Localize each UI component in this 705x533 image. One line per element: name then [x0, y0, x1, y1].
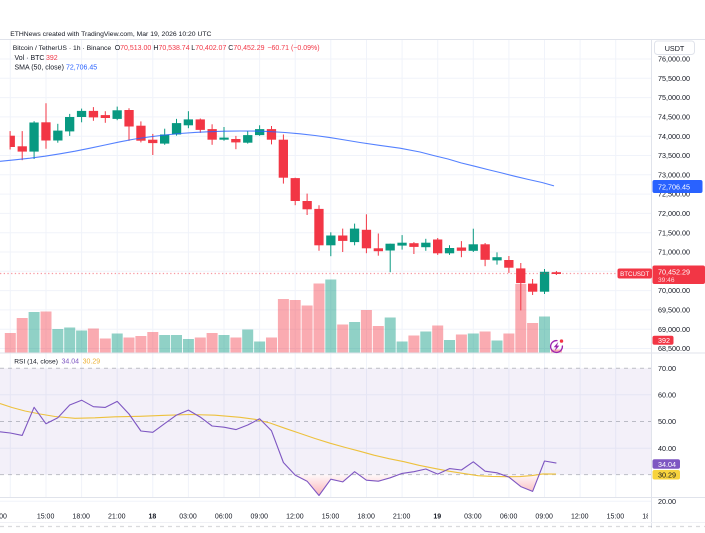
svg-text:72,706.45: 72,706.45 [658, 182, 690, 191]
svg-text:71,000.00: 71,000.00 [658, 248, 690, 257]
svg-text:06:00: 06:00 [215, 514, 233, 521]
svg-text:19: 19 [433, 514, 441, 521]
svg-text:12:00: 12:00 [286, 514, 304, 521]
svg-text:03:00: 03:00 [464, 514, 482, 521]
svg-text:−60.71 (−0.09%): −60.71 (−0.09%) [267, 45, 319, 52]
svg-text:09:00: 09:00 [535, 514, 553, 521]
svg-text:12:00: 12:00 [571, 514, 589, 521]
svg-text:06:00: 06:00 [500, 514, 518, 521]
svg-text:30.29: 30.29 [658, 471, 676, 480]
svg-text:40.00: 40.00 [658, 444, 676, 453]
svg-text:C70,452.29: C70,452.29 [228, 45, 264, 52]
svg-text:75,500.00: 75,500.00 [658, 74, 690, 83]
svg-text:15:00: 15:00 [37, 514, 55, 521]
svg-text:18:00: 18:00 [357, 514, 375, 521]
svg-text:72,706.45: 72,706.45 [66, 65, 97, 72]
svg-text:34.04: 34.04 [62, 359, 80, 366]
svg-text:15:00: 15:00 [322, 514, 340, 521]
svg-text:L70,402.07: L70,402.07 [191, 45, 226, 52]
svg-text:21:00: 21:00 [393, 514, 411, 521]
svg-text:73,500.00: 73,500.00 [658, 151, 690, 160]
svg-text:50.00: 50.00 [658, 417, 676, 426]
svg-text:74,000.00: 74,000.00 [658, 132, 690, 141]
svg-text:RSI (14, close): RSI (14, close) [14, 359, 58, 366]
svg-text:15:00: 15:00 [607, 514, 625, 521]
svg-text:60.00: 60.00 [658, 390, 676, 399]
svg-text:BTCUSDT: BTCUSDT [620, 271, 649, 278]
svg-text:69,000.00: 69,000.00 [658, 325, 690, 334]
svg-text:20.00: 20.00 [658, 497, 676, 506]
svg-text:30.29: 30.29 [83, 359, 101, 366]
svg-text:USDT: USDT [665, 44, 685, 53]
svg-text:Bitcoin / TetherUS · 1h · Bina: Bitcoin / TetherUS · 1h · Binance [13, 45, 112, 52]
svg-text:69,500.00: 69,500.00 [658, 306, 690, 315]
svg-text:70,000.00: 70,000.00 [658, 286, 690, 295]
svg-text:39:46: 39:46 [658, 277, 675, 284]
svg-text:70,452.29: 70,452.29 [658, 267, 690, 276]
svg-text:H70,538.74: H70,538.74 [153, 45, 189, 52]
svg-text:68,500.00: 68,500.00 [658, 344, 690, 353]
svg-text:72,000.00: 72,000.00 [658, 209, 690, 218]
svg-text:00: 00 [0, 514, 7, 521]
svg-text:74,500.00: 74,500.00 [658, 113, 690, 122]
svg-text:21:00: 21:00 [108, 514, 126, 521]
svg-text:71,500.00: 71,500.00 [658, 228, 690, 237]
svg-text:18:00: 18:00 [72, 514, 90, 521]
svg-text:09:00: 09:00 [251, 514, 269, 521]
svg-text:Vol · BTC: Vol · BTC [15, 55, 45, 62]
svg-text:392: 392 [46, 55, 58, 62]
svg-text:73,000.00: 73,000.00 [658, 170, 690, 179]
svg-text:392: 392 [658, 336, 670, 345]
svg-text:34.04: 34.04 [658, 460, 676, 469]
svg-text:76,000.00: 76,000.00 [658, 55, 690, 64]
svg-text:ETHNews created with TradingVi: ETHNews created with TradingView.com, Ma… [10, 31, 211, 38]
svg-text:03:00: 03:00 [179, 514, 197, 521]
svg-text:18: 18 [149, 514, 157, 521]
svg-text:70.00: 70.00 [658, 364, 676, 373]
svg-text:O70,513.00: O70,513.00 [115, 45, 152, 52]
svg-text:SMA (50, close): SMA (50, close) [15, 65, 64, 72]
svg-text:75,000.00: 75,000.00 [658, 93, 690, 102]
